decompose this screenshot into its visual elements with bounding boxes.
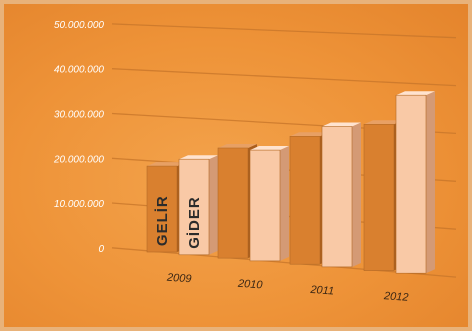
bar-front [395,94,427,274]
bar [249,146,289,262]
gridline [111,23,457,39]
y-tick-label: 50.000.000 [54,20,104,31]
bar [178,155,218,256]
bar-top [250,146,289,151]
bar-top [322,122,361,127]
y-tick-label: 0 [98,244,104,255]
x-tick-label: 2010 [237,278,264,292]
x-tick-label: 2012 [383,290,409,304]
bar-side [280,146,289,261]
y-tick-label: 20.000.000 [53,154,104,165]
bar [321,122,361,268]
bar-side [209,155,218,255]
bar-top [147,162,186,167]
bar-front [249,149,281,262]
bar-front [289,136,321,265]
bar-top [290,132,329,137]
bar-front [321,126,353,268]
bar-chart: 0 10.000.000 20.000.000 30.000.000 40.000.00… [53,20,457,304]
bar-front [146,165,178,253]
bar-top [218,144,257,149]
bar [395,91,435,274]
y-tick-label: 10.000.000 [54,199,104,210]
chart-panel: 0 10.000.000 20.000.000 30.000.000 40.000.00… [4,4,468,327]
series-label: GİDER [186,196,203,249]
y-tick-label: 40.000.000 [54,65,104,76]
gridline [111,68,457,87]
bar-top [364,120,403,125]
series-label: GELİR [154,195,171,246]
bar-side [426,91,435,274]
bar-top [396,91,435,96]
y-tick-label: 30.000.000 [54,110,104,121]
x-tick-label: 2009 [166,272,192,286]
bar-top [179,155,218,160]
bar-side [352,122,361,267]
x-tick-label: 2011 [309,284,334,298]
bar-front [363,124,395,271]
bar-front [217,147,249,259]
bar-front [178,158,210,256]
